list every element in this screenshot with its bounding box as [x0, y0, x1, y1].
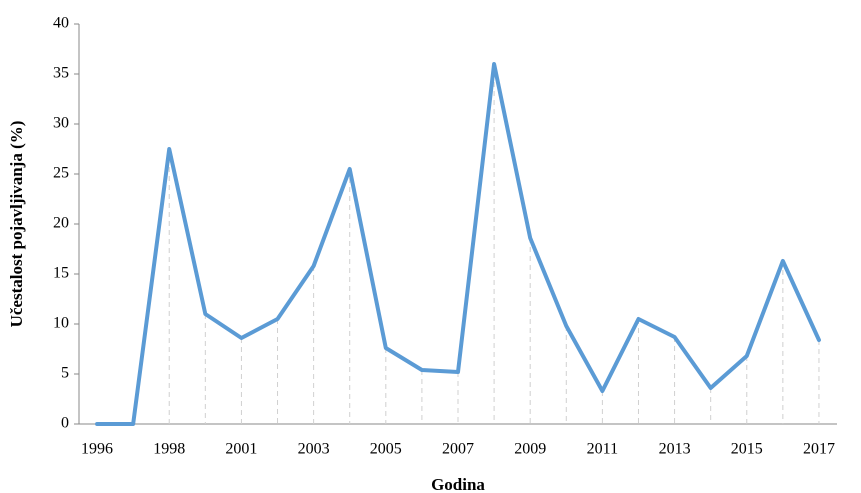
y-tick-label: 40: [53, 15, 69, 32]
x-tick-label: 1998: [153, 441, 185, 458]
y-axis-title: Učestalost pojavljivanja (%): [7, 121, 26, 328]
y-tick-label: 35: [53, 65, 69, 82]
x-tick-label: 2007: [442, 441, 474, 458]
x-tick-label: 2005: [370, 441, 402, 458]
y-tick-label: 5: [61, 365, 69, 382]
y-tick-label: 25: [53, 165, 69, 182]
y-tick-label: 10: [53, 315, 69, 332]
y-tick-label: 30: [53, 115, 69, 132]
x-tick-label: 2003: [298, 441, 330, 458]
x-tick-label: 2001: [225, 441, 257, 458]
x-tick-label: 2017: [803, 441, 835, 458]
x-tick-label: 2011: [587, 441, 618, 458]
x-axis-title: Godina: [431, 475, 485, 493]
y-tick-label: 0: [61, 415, 69, 432]
y-tick-label: 20: [53, 215, 69, 232]
x-tick-label: 2013: [659, 441, 691, 458]
x-tick-label: 1996: [81, 441, 113, 458]
x-tick-label: 2009: [514, 441, 546, 458]
y-tick-label: 15: [53, 265, 69, 282]
data-line: [95, 62, 821, 426]
x-tick-label: 2015: [731, 441, 763, 458]
